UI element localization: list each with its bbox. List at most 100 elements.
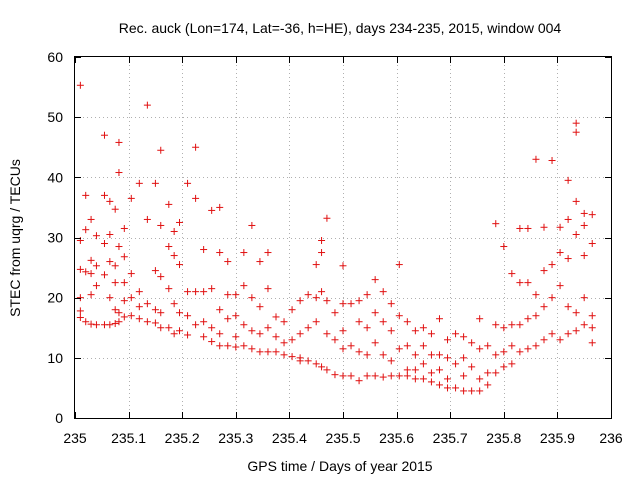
- data-point: [115, 309, 123, 317]
- data-point: [323, 330, 331, 338]
- data-point: [548, 294, 556, 302]
- data-point: [492, 351, 500, 359]
- data-point: [288, 306, 296, 314]
- data-point: [135, 303, 143, 311]
- data-point: [248, 294, 256, 302]
- data-point: [111, 306, 119, 314]
- data-point: [556, 336, 564, 344]
- data-point: [588, 211, 596, 219]
- data-point: [280, 318, 288, 326]
- data-point: [452, 360, 460, 368]
- data-point: [304, 324, 312, 332]
- data-point: [296, 357, 304, 365]
- data-point: [312, 360, 320, 368]
- data-point: [460, 333, 468, 341]
- data-point: [127, 312, 135, 320]
- data-point: [427, 378, 435, 386]
- data-point: [176, 327, 184, 335]
- data-point: [580, 209, 588, 217]
- data-point: [323, 297, 331, 305]
- data-point: [92, 262, 100, 270]
- y-tick-label: 60: [47, 49, 63, 65]
- data-point: [363, 291, 371, 299]
- data-point: [395, 345, 403, 353]
- data-point: [157, 324, 165, 332]
- data-point: [216, 342, 224, 350]
- data-point: [240, 282, 248, 290]
- data-point: [111, 262, 119, 270]
- data-point: [240, 342, 248, 350]
- data-point: [492, 220, 500, 228]
- data-point: [170, 252, 178, 260]
- x-tick-label: 235.9: [540, 430, 575, 446]
- data-point: [264, 249, 272, 257]
- data-point: [224, 291, 232, 299]
- data-point: [419, 360, 427, 368]
- data-point: [135, 179, 143, 187]
- data-point: [580, 294, 588, 302]
- data-point: [200, 246, 208, 254]
- data-point: [208, 285, 216, 293]
- data-point: [224, 258, 232, 266]
- data-point: [347, 372, 355, 380]
- data-point: [264, 348, 272, 356]
- data-point: [111, 320, 119, 328]
- data-point: [106, 321, 114, 329]
- data-point: [355, 297, 363, 305]
- data-point: [176, 261, 184, 269]
- x-tick-label: 235.7: [433, 430, 468, 446]
- data-point: [312, 261, 320, 269]
- data-point: [540, 267, 548, 275]
- data-point: [371, 276, 379, 284]
- data-point: [92, 232, 100, 240]
- data-point: [200, 288, 208, 296]
- data-point: [548, 261, 556, 269]
- data-point: [564, 176, 572, 184]
- data-point: [256, 348, 264, 356]
- data-point: [216, 203, 224, 211]
- data-point: [192, 194, 200, 202]
- data-point: [192, 321, 200, 329]
- data-point: [484, 369, 492, 377]
- data-point: [452, 330, 460, 338]
- data-point: [524, 345, 532, 353]
- data-point: [379, 351, 387, 359]
- data-point: [476, 375, 484, 383]
- data-point: [165, 324, 173, 332]
- data-point: [200, 333, 208, 341]
- data-point: [363, 351, 371, 359]
- data-point: [468, 363, 476, 371]
- data-point: [444, 384, 452, 392]
- data-point: [476, 315, 484, 323]
- data-point: [151, 319, 159, 327]
- data-point: [272, 333, 280, 341]
- data-point: [143, 300, 151, 308]
- data-point: [427, 330, 435, 338]
- data-point: [87, 215, 95, 223]
- data-point: [176, 218, 184, 226]
- data-point: [444, 336, 452, 344]
- data-point: [411, 375, 419, 383]
- data-point: [165, 243, 173, 251]
- data-point: [106, 258, 114, 266]
- data-point: [280, 339, 288, 347]
- data-point: [157, 273, 165, 281]
- data-point: [500, 324, 508, 332]
- data-point: [339, 345, 347, 353]
- data-point: [100, 131, 108, 139]
- data-point: [427, 351, 435, 359]
- data-point: [82, 318, 90, 326]
- data-point: [170, 227, 178, 235]
- data-point: [248, 345, 256, 353]
- data-point: [120, 297, 128, 305]
- data-point: [296, 297, 304, 305]
- data-point: [165, 285, 173, 293]
- data-point: [120, 224, 128, 232]
- data-point: [460, 354, 468, 362]
- y-tick-label: 30: [47, 230, 63, 246]
- data-point: [111, 279, 119, 287]
- data-point: [484, 342, 492, 350]
- data-point: [524, 279, 532, 287]
- data-point: [476, 345, 484, 353]
- data-point: [232, 291, 240, 299]
